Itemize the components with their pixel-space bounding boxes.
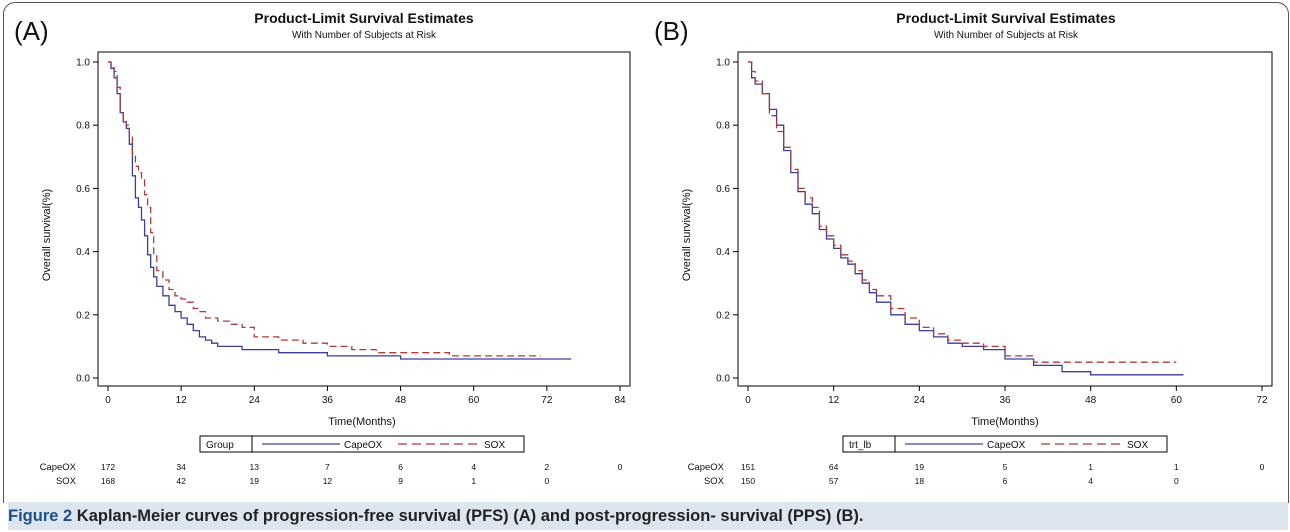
panel-a-xlabel: Time(Months) (328, 416, 395, 428)
panel-b-series-capeox (748, 61, 1184, 376)
panel-a-series-capeox (108, 61, 572, 360)
panel-b-xtick-label: 36 (999, 395, 1011, 406)
panel-b-ytick-label: 0.2 (716, 310, 730, 321)
panel-a-xtick-label: 48 (395, 395, 407, 406)
panel-a-subtitle: With Number of Subjects at Risk (292, 30, 437, 41)
panel-a-legend-label-sox: SOX (484, 440, 505, 451)
panel-a-ytick-label: 0.2 (76, 310, 90, 321)
panel-a-atrisk-count: 7 (325, 462, 330, 472)
panel-a-atrisk-count: 12 (323, 476, 333, 486)
panel-a-atrisk-count: 6 (398, 462, 403, 472)
panel-a-atrisk-name: SOX (56, 476, 77, 487)
figure-frame (3, 2, 1289, 503)
panel-b-xtick-label: 0 (745, 395, 751, 406)
panel-b-xtick-label: 72 (1256, 395, 1268, 406)
caption-text: Kaplan-Meier curves of progression-free … (76, 507, 864, 525)
panel-b-series-sox (748, 61, 1177, 363)
panel-b-atrisk-count: 6 (1003, 476, 1008, 486)
panel-b-legend-box (842, 435, 1168, 453)
panel-b-ytick-label: 0.0 (716, 374, 730, 385)
panel-b-label: (B) (654, 16, 689, 46)
panel-a-ytick-label: 0.4 (76, 247, 90, 258)
panel-b-plot-frame (737, 51, 1273, 387)
panel-a-atrisk-count: 9 (398, 476, 403, 486)
panel-a-ytick-label: 0.0 (76, 374, 90, 385)
panel-a-atrisk-count: 168 (101, 476, 115, 486)
panel-a-legend-box (199, 435, 525, 453)
panel-b-atrisk-count: 151 (741, 462, 755, 472)
panel-a-atrisk-count: 0 (544, 476, 549, 486)
panel-b-atrisk-count: 1 (1174, 462, 1179, 472)
panel-a-atrisk-count: 19 (250, 476, 260, 486)
panel-a-plot-frame (97, 51, 631, 387)
panel-b-atrisk-count: 1 (1088, 462, 1093, 472)
panel-b-atrisk-count: 19 (915, 462, 925, 472)
panel-a-atrisk-count: 4 (471, 462, 476, 472)
panel-b-ytick-label: 0.8 (716, 121, 730, 132)
panel-a-atrisk-count: 1 (471, 476, 476, 486)
figure-caption: Figure 2 Kaplan-Meier curves of progress… (8, 502, 1288, 530)
panel-a-xtick-label: 84 (614, 395, 626, 406)
panel-b-ylabel: Overall survival(%) (681, 189, 693, 281)
panel-b-atrisk-count: 4 (1088, 476, 1093, 486)
panel-b-atrisk-count: 57 (829, 476, 839, 486)
panel-b-atrisk-count: 0 (1260, 462, 1265, 472)
panel-a-ytick-label: 1.0 (76, 58, 90, 69)
panel-b-atrisk-count: 0 (1174, 476, 1179, 486)
panel-a-legend-title: Group (206, 440, 234, 451)
panel-b-atrisk-name: SOX (704, 476, 725, 487)
panel-a-xtick-label: 72 (541, 395, 553, 406)
panel-b-subtitle: With Number of Subjects at Risk (934, 30, 1079, 41)
panel-a-title: Product-Limit Survival Estimates (254, 10, 474, 26)
panel-a-atrisk-count: 2 (544, 462, 549, 472)
panel-a-label: (A) (14, 16, 49, 46)
panel-b-legend-title: trt_lb (849, 440, 872, 451)
panel-a-atrisk-count: 13 (250, 462, 260, 472)
panel-b-title: Product-Limit Survival Estimates (896, 10, 1116, 26)
panel-a-atrisk-count: 34 (176, 462, 186, 472)
panel-b-ytick-label: 1.0 (716, 58, 730, 69)
panel-a-atrisk-name: CapeOX (40, 462, 77, 473)
panel-b-ytick-label: 0.6 (716, 184, 730, 195)
panel-b-xlabel: Time(Months) (971, 416, 1038, 428)
km-charts: (A) Product-Limit Survival Estimates Wit… (14, 10, 1273, 487)
panel-b-atrisk-count: 150 (741, 476, 755, 486)
panel-a-ytick-label: 0.8 (76, 121, 90, 132)
panel-b-xtick-label: 12 (828, 395, 840, 406)
panel-a-series-sox (108, 61, 541, 357)
panel-b-xtick-label: 24 (914, 395, 926, 406)
panel-b-legend-label-capeox: CapeOX (987, 440, 1026, 451)
panel-b-atrisk-count: 5 (1003, 462, 1008, 472)
panel-b-atrisk-name: CapeOX (688, 462, 725, 473)
panel-a-atrisk-count: 0 (618, 462, 623, 472)
panel-a-xtick-label: 24 (249, 395, 261, 406)
panel-a-atrisk-count: 172 (101, 462, 115, 472)
panel-a-xtick-label: 0 (105, 395, 111, 406)
panel-a-legend-label-capeox: CapeOX (344, 440, 383, 451)
panel-b-atrisk-count: 64 (829, 462, 839, 472)
panel-a-ytick-label: 0.6 (76, 184, 90, 195)
panel-a-ylabel: Overall survival(%) (41, 189, 53, 281)
caption-label: Figure 2 (8, 507, 73, 525)
panel-a-atrisk-count: 42 (176, 476, 186, 486)
panel-b-ytick-label: 0.4 (716, 247, 730, 258)
panel-a-xtick-label: 12 (176, 395, 188, 406)
panel-b-xtick-label: 60 (1171, 395, 1183, 406)
panel-b-legend-label-sox: SOX (1127, 440, 1148, 451)
panel-a-xtick-label: 60 (468, 395, 480, 406)
panel-a-xtick-label: 36 (322, 395, 334, 406)
panel-b-atrisk-count: 18 (915, 476, 925, 486)
panel-b-xtick-label: 48 (1085, 395, 1097, 406)
